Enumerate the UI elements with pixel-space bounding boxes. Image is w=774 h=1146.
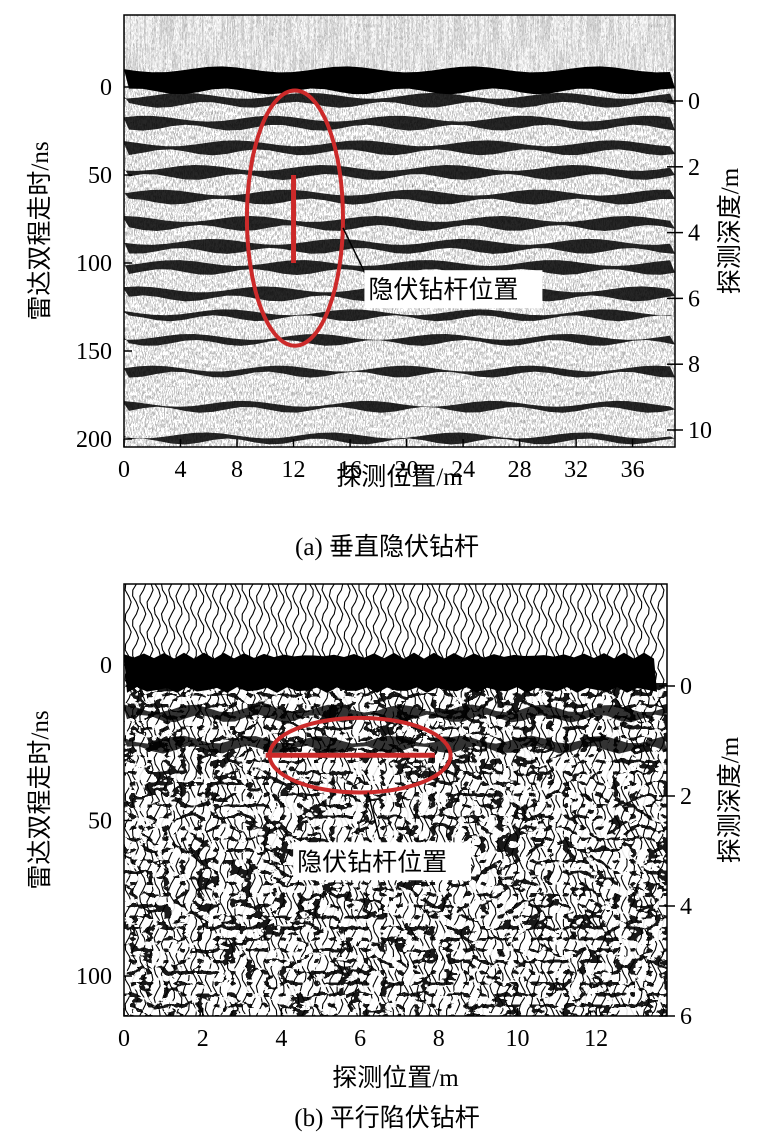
annotation-label-bg [293, 842, 472, 881]
x-tick-label: 20 [395, 457, 419, 483]
y-left-tick-label: 0 [100, 653, 112, 679]
y-right-tick-label: 10 [688, 418, 712, 444]
reflection-band [124, 115, 675, 131]
x-tick-label: 36 [621, 457, 645, 483]
reflection-band [124, 432, 675, 445]
reflection-band [124, 66, 675, 95]
x-tick-label: 24 [451, 457, 475, 483]
reflection-band [124, 365, 675, 378]
x-tick-label: 4 [275, 1026, 287, 1052]
annotation-leader [342, 227, 368, 278]
y-right-tick-label: 4 [688, 221, 700, 247]
x-axis-label: 探测位置/m [332, 1064, 459, 1092]
reflection-band [124, 164, 675, 180]
annotation-b: 隐伏钻杆位置 [265, 715, 472, 881]
reflection-band [124, 309, 675, 322]
panel-a: 0 4 8 12 16 20 24 28 32 36 0 50 100 150 200 0 2 4 6 8 10 探测位置… [0, 0, 774, 570]
reflection-band [124, 189, 675, 205]
y-left-tick-label: 50 [88, 163, 112, 189]
caption-b: (b) 平行陷伏钻杆 [294, 1105, 480, 1132]
x-tick-label: 6 [354, 1026, 366, 1052]
reflection-band [124, 92, 675, 108]
axes-a: 0 4 8 12 16 20 24 28 32 360501001502000246810探测位置… [26, 75, 744, 491]
y-right-tick-label: 6 [680, 1004, 692, 1030]
annotation-leader [367, 792, 381, 840]
y-left-tick-label: 100 [76, 251, 112, 277]
x-tick-label: 32 [564, 457, 588, 483]
x-tick-label: 8 [433, 1026, 445, 1052]
x-tick-label: 8 [231, 457, 243, 483]
reflection-band [124, 238, 675, 254]
plot-frame-b [123, 583, 668, 1017]
x-tick-label: 4 [175, 457, 187, 483]
reflection-bands-b [124, 652, 667, 754]
annotation-a: 隐伏钻杆位置 [244, 88, 543, 348]
axes-b: 0 2 4 6 8 10 12 0 50 100 0 2 4 6 探测位置/m 雷达双程走时/ns 探测深度/m [26, 653, 744, 1092]
panel-b: 0 2 4 6 8 10 12 0 50 100 0 2 4 6 探测位置/m 雷达双程走时/ns 探测深度/m… [0, 573, 774, 1146]
y-left-tick-label: 150 [76, 339, 112, 365]
x-tick-label: 28 [508, 457, 532, 483]
reflection-band [124, 140, 675, 156]
chart-a: 0 4 8 12 16 20 24 28 32 360501001502000246810探测位置… [26, 14, 744, 491]
radargram-image-a [124, 15, 675, 447]
x-tick-label: 12 [584, 1026, 608, 1052]
reflection-band [124, 260, 675, 275]
y-left-tick-label: 100 [76, 964, 112, 990]
x-tick-label: 2 [197, 1026, 209, 1052]
chart-b: 0 2 4 6 8 10 12 0 50 100 0 2 4 6 探测位置/m 雷达双程走时/ns 探测深度/m… [26, 583, 744, 1092]
reflection-band [124, 333, 675, 346]
y-right-tick-label: 0 [688, 89, 700, 115]
y-right-tick-label: 0 [680, 674, 692, 700]
reflection-band [124, 400, 675, 413]
annotation-label: 隐伏钻杆位置 [297, 848, 447, 876]
annotation-label: 隐伏钻杆位置 [368, 276, 518, 304]
reflection-band [124, 216, 675, 231]
y-left-tick-label: 200 [76, 427, 112, 453]
highlight-ellipse [244, 88, 345, 348]
y-right-tick-label: 8 [688, 352, 700, 378]
y-left-tick-label: 0 [100, 75, 112, 101]
x-tick-label: 12 [282, 457, 306, 483]
radargram-image-b [124, 584, 667, 1016]
reflection-band [124, 652, 657, 693]
y-right-tick-label: 4 [680, 894, 692, 920]
x-axis-label: 探测位置/m [336, 463, 463, 491]
y-left-axis-label: 雷达双程走时/ns [26, 141, 54, 320]
plot-frame-a [123, 14, 676, 448]
caption-a: (a) 垂直隐伏钻杆 [295, 534, 479, 561]
x-tick-label: 0 [118, 1026, 130, 1052]
y-right-tick-label: 2 [680, 784, 692, 810]
y-right-tick-label: 2 [688, 155, 700, 181]
annotation-label-bg [364, 270, 543, 309]
y-right-axis-label: 探测深度/m [716, 736, 744, 863]
x-tick-label: 10 [505, 1026, 529, 1052]
reflection-band [124, 704, 667, 723]
y-right-axis-label: 探测深度/m [716, 167, 744, 294]
y-left-axis-label: 雷达双程走时/ns [26, 710, 54, 889]
y-right-tick-label: 6 [688, 286, 700, 312]
y-left-tick-label: 50 [88, 809, 112, 835]
x-tick-label: 16 [338, 457, 362, 483]
reflection-band [124, 735, 667, 754]
x-tick-label: 0 [118, 457, 130, 483]
